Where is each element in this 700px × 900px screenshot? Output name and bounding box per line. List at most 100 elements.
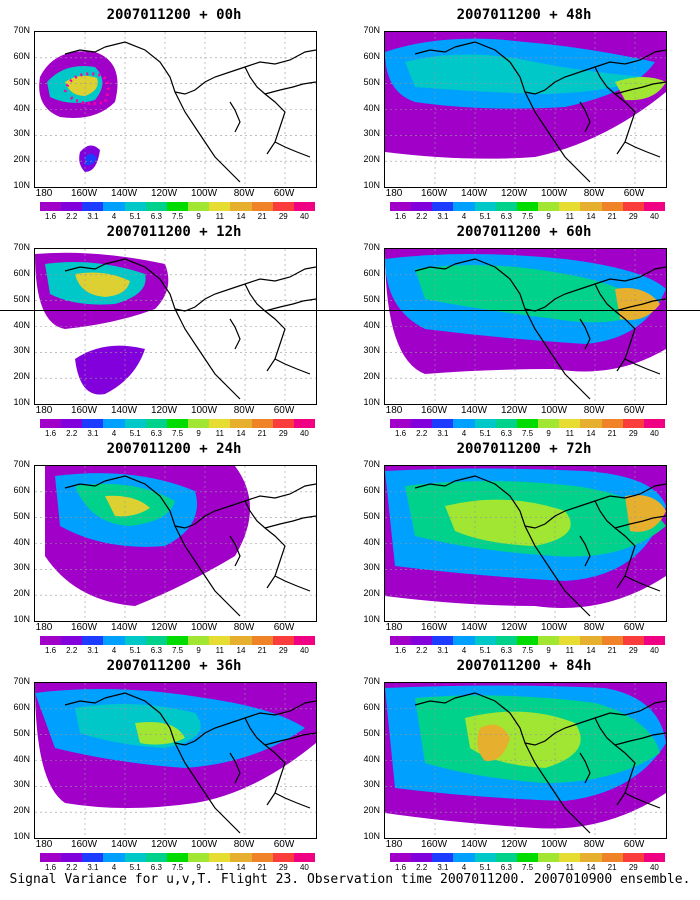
colorbar — [390, 202, 666, 211]
latitude-label: 30N — [363, 779, 380, 790]
colorbar-swatch — [643, 853, 666, 862]
colorbar-swatch — [251, 419, 273, 428]
latitude-label: 20N — [13, 154, 30, 165]
colorbar-swatch — [643, 419, 666, 428]
colorbar-swatch — [230, 636, 252, 645]
longitude-label: 160W — [70, 405, 98, 416]
colorbar-swatch — [432, 636, 454, 645]
longitude-label: 80W — [583, 622, 605, 633]
colorbar-label: 40 — [649, 863, 659, 872]
latitude-label: 10N — [13, 614, 30, 624]
latitude-label: 60N — [363, 484, 380, 495]
colorbar-swatch — [124, 202, 146, 211]
colorbar-swatch — [495, 636, 517, 645]
colorbar-label: 40 — [299, 212, 309, 221]
latitude-label: 60N — [13, 701, 30, 712]
colorbar-label: 11 — [565, 212, 574, 221]
coastline — [174, 483, 316, 529]
longitude-label: 100W — [190, 622, 218, 633]
longitude-label: 80W — [233, 622, 255, 633]
colorbar-swatch — [474, 636, 496, 645]
colorbar-swatch — [453, 636, 475, 645]
colorbar-label: 3.1 — [437, 212, 449, 221]
colorbar-swatch — [230, 419, 252, 428]
colorbar-swatch — [559, 202, 581, 211]
panel-title: 2007011200 + 84h — [456, 658, 592, 674]
longitude-label: 180 — [385, 188, 403, 199]
colorbar-label: 5.1 — [129, 863, 141, 872]
colorbar-label: 14 — [586, 863, 596, 872]
latitude-label: 50N — [13, 76, 30, 87]
colorbar-swatch — [103, 202, 125, 211]
coastline — [524, 266, 666, 312]
colorbar-swatch — [272, 202, 294, 211]
variance-contour — [135, 722, 185, 745]
colorbar-swatch — [622, 202, 644, 211]
latitude-label: 30N — [363, 128, 380, 139]
colorbar-label: 6.3 — [500, 646, 512, 655]
latitude-label: 60N — [363, 701, 380, 712]
colorbar-label: 21 — [607, 429, 617, 438]
colorbar-label: 2.2 — [416, 646, 428, 655]
coastline — [244, 717, 286, 806]
colorbar-label: 6.3 — [150, 646, 162, 655]
latitude-label: 10N — [363, 180, 380, 190]
colorbar-label: 4 — [111, 863, 117, 872]
colorbar-label: 1.6 — [45, 646, 57, 655]
colorbar-label: 40 — [299, 646, 309, 655]
latitude-label: 40N — [363, 536, 380, 547]
latitude-label: 30N — [363, 345, 380, 356]
colorbar-swatch — [453, 853, 475, 862]
map-panel — [34, 31, 317, 188]
coastline — [274, 141, 311, 158]
colorbar-swatch — [272, 419, 294, 428]
map-panel — [34, 248, 317, 405]
colorbar-swatch — [230, 202, 252, 211]
longitude-label: 100W — [540, 405, 568, 416]
colorbar-swatch — [495, 202, 517, 211]
latitude-label: 50N — [363, 293, 380, 304]
latitude-label: 60N — [363, 50, 380, 61]
colorbar-swatch — [293, 419, 316, 428]
colorbar-label: 21 — [257, 429, 267, 438]
flight-track — [63, 72, 110, 106]
colorbar-swatch — [580, 202, 602, 211]
coastline — [579, 535, 591, 567]
coastline — [229, 101, 241, 133]
colorbar-label: 9 — [196, 863, 201, 872]
longitude-label: 120W — [500, 622, 528, 633]
longitude-label: 160W — [70, 839, 98, 850]
latitude-label: 40N — [13, 753, 30, 764]
colorbar-label: 11 — [215, 429, 224, 438]
latitude-label: 40N — [13, 319, 30, 330]
longitude-label: 80W — [583, 839, 605, 850]
colorbar-label: 7.5 — [171, 863, 184, 872]
colorbar-swatch — [251, 636, 273, 645]
latitude-label: 30N — [13, 128, 30, 139]
colorbar-swatch — [145, 202, 167, 211]
longitude-label: 140W — [110, 622, 138, 633]
colorbar-label: 14 — [586, 646, 596, 655]
colorbar-label: 21 — [607, 212, 617, 221]
latitude-label: 60N — [363, 267, 380, 278]
colorbar-swatch — [272, 636, 294, 645]
colorbar-swatch — [188, 202, 210, 211]
latitude-label: 30N — [13, 779, 30, 790]
longitude-label: 60W — [623, 188, 645, 199]
colorbar-label: 11 — [565, 646, 574, 655]
longitude-label: 120W — [500, 839, 528, 850]
colorbar-label: 1.6 — [45, 429, 57, 438]
latitude-label: 70N — [363, 459, 380, 469]
colorbar-label: 6.3 — [150, 429, 162, 438]
colorbar-swatch — [40, 853, 62, 862]
colorbar-label: 3.1 — [87, 863, 99, 872]
longitude-label: 80W — [233, 188, 255, 199]
coastline — [229, 752, 241, 784]
colorbar-swatch — [293, 853, 316, 862]
coastline — [614, 298, 666, 312]
coastline — [614, 81, 666, 95]
coastline — [64, 263, 106, 272]
colorbar-swatch — [209, 636, 231, 645]
colorbar-swatch — [40, 636, 62, 645]
colorbar-label: 9 — [546, 863, 551, 872]
